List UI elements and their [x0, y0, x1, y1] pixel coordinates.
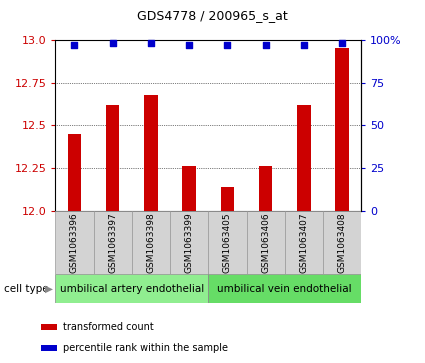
Bar — [68, 134, 81, 211]
Bar — [259, 166, 272, 211]
Text: ▶: ▶ — [45, 284, 53, 294]
Text: GSM1063396: GSM1063396 — [70, 212, 79, 273]
Text: GSM1063405: GSM1063405 — [223, 212, 232, 273]
Bar — [106, 105, 119, 211]
Bar — [41, 344, 57, 351]
FancyBboxPatch shape — [323, 211, 361, 274]
FancyBboxPatch shape — [170, 211, 208, 274]
Text: GSM1063407: GSM1063407 — [299, 212, 309, 273]
Text: transformed count: transformed count — [63, 322, 154, 333]
Text: cell type: cell type — [4, 284, 49, 294]
Bar — [221, 187, 234, 211]
Bar — [144, 94, 158, 211]
Point — [224, 42, 231, 48]
Text: GSM1063408: GSM1063408 — [337, 212, 347, 273]
Bar — [297, 105, 311, 211]
Bar — [335, 49, 349, 211]
FancyBboxPatch shape — [246, 211, 285, 274]
FancyBboxPatch shape — [55, 211, 94, 274]
Text: umbilical vein endothelial: umbilical vein endothelial — [218, 284, 352, 294]
FancyBboxPatch shape — [208, 211, 246, 274]
Text: umbilical artery endothelial: umbilical artery endothelial — [60, 284, 204, 294]
Text: GSM1063406: GSM1063406 — [261, 212, 270, 273]
Text: percentile rank within the sample: percentile rank within the sample — [63, 343, 228, 353]
Bar — [182, 166, 196, 211]
Point — [147, 40, 154, 46]
Point — [186, 42, 193, 48]
Point — [262, 42, 269, 48]
Point — [300, 42, 307, 48]
Bar — [41, 324, 57, 330]
Text: GDS4778 / 200965_s_at: GDS4778 / 200965_s_at — [137, 9, 288, 22]
FancyBboxPatch shape — [55, 274, 208, 303]
Text: GSM1063399: GSM1063399 — [184, 212, 194, 273]
FancyBboxPatch shape — [208, 274, 361, 303]
FancyBboxPatch shape — [132, 211, 170, 274]
Text: GSM1063398: GSM1063398 — [146, 212, 156, 273]
Point — [109, 40, 116, 46]
Point — [339, 40, 346, 46]
Text: GSM1063397: GSM1063397 — [108, 212, 117, 273]
Point — [71, 42, 78, 48]
FancyBboxPatch shape — [285, 211, 323, 274]
FancyBboxPatch shape — [94, 211, 132, 274]
